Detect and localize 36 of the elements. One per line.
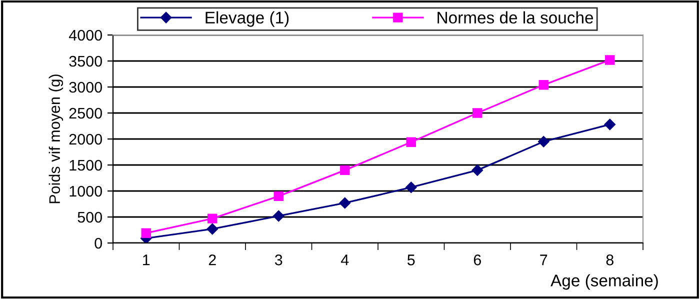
point	[605, 55, 615, 65]
point	[538, 136, 550, 148]
y-tick-label: 0	[94, 238, 102, 249]
point	[604, 118, 616, 130]
legend-label: Normes de la souche	[438, 11, 594, 24]
point	[538, 80, 548, 90]
y-tick-label: 500	[78, 212, 102, 223]
point	[208, 214, 218, 224]
point	[472, 108, 482, 118]
x-tick-label: 8	[606, 254, 614, 266]
x-tick-label: 5	[407, 254, 415, 266]
x-tick-label: 7	[540, 254, 548, 266]
x-tick-label: 1	[143, 254, 150, 266]
point	[274, 191, 284, 202]
x-axis-title: Age (semaine)	[550, 274, 658, 290]
point	[406, 137, 416, 147]
x-tick-label: 3	[274, 254, 282, 266]
point	[206, 223, 218, 235]
y-tick-label: 4000	[68, 30, 102, 41]
point	[141, 228, 151, 238]
point	[340, 165, 350, 176]
legend-label: Elevage (1)	[206, 11, 289, 27]
point	[472, 164, 483, 176]
point	[339, 197, 350, 209]
x-tick-label: 6	[474, 254, 481, 266]
y-tick-label: 1000	[70, 186, 102, 197]
x-tick-label: 4	[340, 254, 349, 266]
y-tick-label: 1500	[70, 160, 102, 171]
point	[273, 210, 284, 222]
y-tick-label: 3500	[69, 56, 102, 67]
x-tick-label: 2	[208, 254, 216, 266]
point	[406, 182, 417, 193]
y-axis-title: Poids vif moyen (g)	[48, 74, 64, 204]
y-tick-label: 3000	[69, 82, 102, 93]
y-tick-label: 2000	[69, 134, 102, 145]
y-tick-label: 2500	[69, 108, 102, 119]
